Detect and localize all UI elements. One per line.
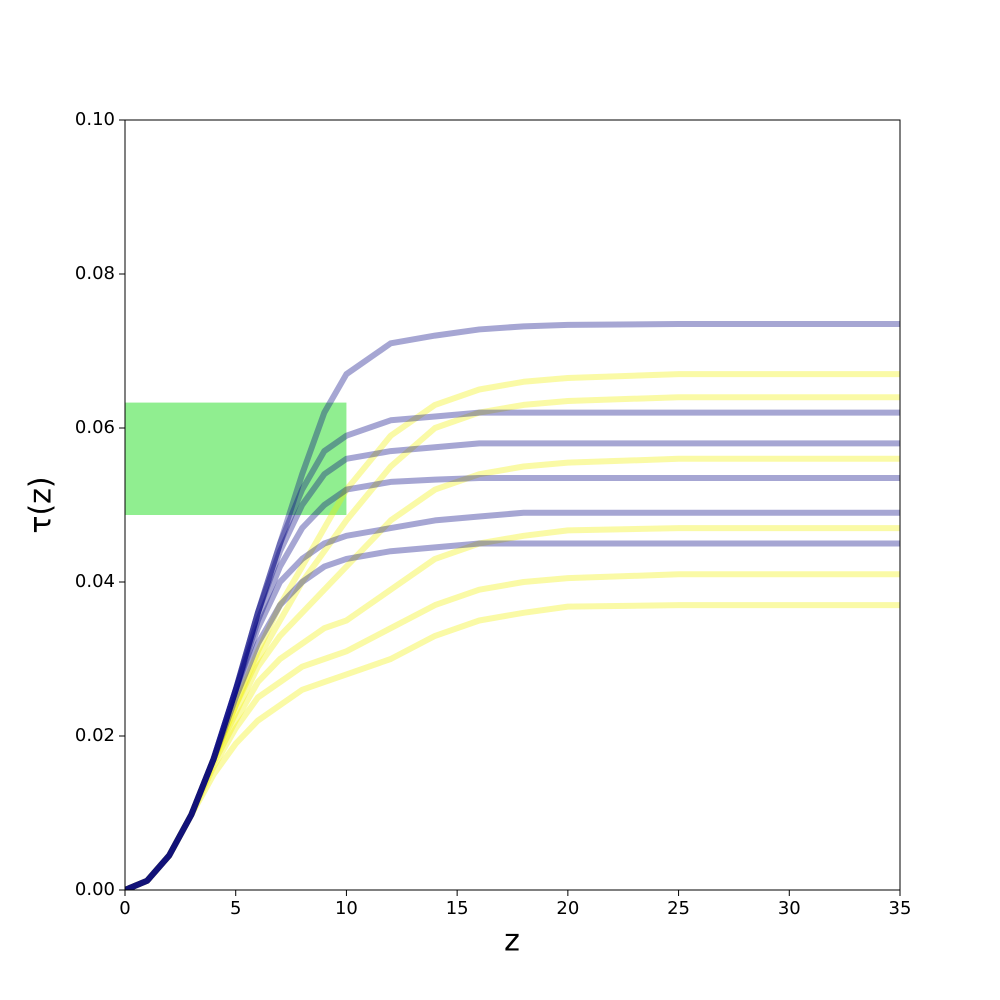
- curve: [125, 440, 900, 890]
- curve: [125, 409, 900, 890]
- curve: [125, 571, 900, 890]
- curve: [125, 525, 900, 890]
- curve: [125, 509, 900, 890]
- curve: [125, 394, 900, 890]
- x-tick-label: 5: [230, 898, 241, 919]
- x-tick-label: 20: [556, 898, 579, 919]
- curve: [125, 455, 900, 890]
- y-tick-label: 0.10: [75, 109, 115, 130]
- y-tick-label: 0.04: [75, 571, 115, 592]
- x-tick-label: 15: [446, 898, 469, 919]
- y-tick-label: 0.06: [75, 417, 115, 438]
- curve: [125, 475, 900, 890]
- y-tick-label: 0.00: [75, 879, 115, 900]
- band: [125, 402, 347, 516]
- x-tick-label: 25: [667, 898, 690, 919]
- curve: [125, 371, 900, 890]
- x-tick-label: 10: [335, 898, 358, 919]
- x-tick-label: 35: [889, 898, 912, 919]
- x-tick-label: 0: [119, 898, 130, 919]
- curve: [125, 321, 900, 890]
- x-tick-label: 30: [778, 898, 801, 919]
- plot-frame: [124, 119, 901, 891]
- curve: [125, 540, 900, 890]
- x-axis-label: z: [504, 924, 520, 959]
- y-tick-label: 0.08: [75, 263, 115, 284]
- curve: [125, 602, 900, 890]
- y-tick-label: 0.02: [75, 725, 115, 746]
- y-axis-label: τ(z): [24, 476, 59, 533]
